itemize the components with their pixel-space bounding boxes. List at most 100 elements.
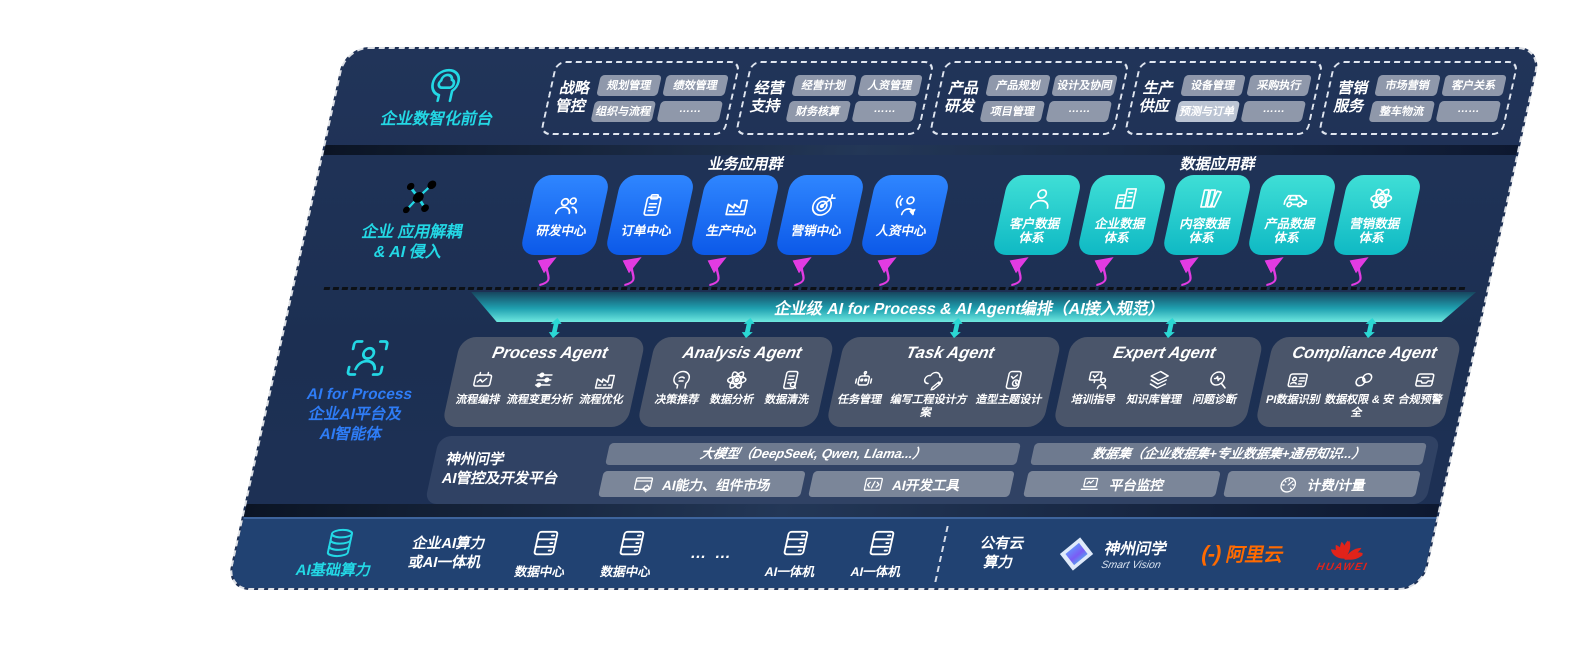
business-group-title: 业务应用群 bbox=[706, 156, 786, 173]
app-box-label: 营销中心 bbox=[790, 223, 844, 238]
updown-arrow-icon bbox=[1363, 317, 1377, 339]
data-box-product: 产品数据体系 bbox=[1246, 175, 1338, 255]
data-box-label: 客户数据体系 bbox=[1008, 216, 1062, 245]
app-layer-row: 企业 应用解耦 & AI 侵入 业务应用群 研发中心 bbox=[294, 155, 1516, 287]
main-panel: 企业数智化前台 战略管控 规划管理 绩效管理 组织与流程 …… 经营支持 经营计… bbox=[225, 47, 1542, 590]
module-pill: …… bbox=[656, 100, 723, 122]
app-box-label: 订单中心 bbox=[620, 223, 674, 238]
people-icon bbox=[551, 192, 584, 219]
window-code-icon bbox=[860, 474, 886, 495]
module-pill: 产品规划 bbox=[985, 74, 1052, 96]
app-box-col: 产品数据体系 bbox=[1239, 175, 1338, 286]
ellipsis-dots: … … bbox=[688, 544, 736, 562]
agent-item: 合规预警 bbox=[1397, 368, 1449, 407]
target-icon bbox=[806, 192, 839, 219]
data-box-label: 内容数据体系 bbox=[1178, 216, 1232, 245]
floor-edge-2 bbox=[243, 504, 1440, 518]
expert-agent-card: Expert Agent 培训指导 知识库管理 问题诊断 bbox=[1052, 317, 1264, 428]
decision-head-icon bbox=[667, 368, 696, 392]
ai-for-process-label: AI for Process bbox=[305, 386, 415, 403]
platform-brand: 神州问学 bbox=[444, 452, 506, 469]
magenta-arrow bbox=[537, 257, 557, 286]
group-title: 经营支持 bbox=[748, 80, 787, 115]
molecule-icon bbox=[395, 179, 444, 219]
books-icon bbox=[1194, 185, 1227, 212]
app-box-col: 订单中心 bbox=[597, 175, 696, 286]
analysis-agent-card: Analysis Agent 决策推荐 数据分析 数据清洗 bbox=[636, 317, 836, 428]
huawei-petals-icon bbox=[1330, 540, 1363, 560]
data-box-label: 营销数据体系 bbox=[1348, 216, 1402, 245]
app-box-col: 生产中心 bbox=[682, 175, 781, 286]
app-box-hr: 人资中心 bbox=[859, 175, 951, 255]
agent-item: 流程优化 bbox=[578, 368, 630, 407]
app-box-label: 生产中心 bbox=[705, 223, 759, 238]
agent-title: Compliance Agent bbox=[1290, 344, 1439, 362]
front-office-row: 企业数智化前台 战略管控 规划管理 绩效管理 组织与流程 …… 经营支持 经营计… bbox=[325, 49, 1539, 145]
corp-compute-label: 企业AI算力 或AI一体机 bbox=[406, 535, 487, 571]
aliyun-logo: (-) 阿里云 bbox=[1199, 540, 1286, 567]
front-office-title: 企业数智化前台 bbox=[379, 111, 495, 128]
app-box-label: 研发中心 bbox=[535, 223, 589, 238]
app-layer-label-zone: 企业 应用解耦 & AI 侵入 bbox=[294, 155, 535, 287]
laptop-chart-icon bbox=[1078, 474, 1104, 495]
server-item: AI一体机 bbox=[849, 528, 910, 580]
app-box-marketing: 营销中心 bbox=[774, 175, 866, 255]
atom-icon bbox=[1364, 185, 1397, 212]
flow-monitor-icon bbox=[468, 368, 497, 392]
module-pill: 市场营销 bbox=[1374, 74, 1441, 96]
app-box-col: 营销中心 bbox=[767, 175, 866, 286]
billing-pill: 计费/计量 bbox=[1223, 471, 1421, 498]
agent-item: 决策推荐 bbox=[654, 368, 706, 407]
ai-platform-label-cn1: 企业AI平台及 bbox=[306, 406, 404, 424]
agent-item: 数据分析 bbox=[708, 368, 760, 407]
module-pill: …… bbox=[851, 100, 918, 122]
dev-platform-panel: 神州问学 AI管控及开发平台 大模型（DeepSeek, Qwen, Llama… bbox=[424, 436, 1441, 505]
atom-icon bbox=[722, 368, 751, 392]
module-pill: 财务核算 bbox=[785, 100, 852, 122]
app-box-col: 营销数据体系 bbox=[1324, 175, 1423, 286]
agent-title: Task Agent bbox=[904, 344, 997, 362]
process-agent-card: Process Agent 流程编排 流程变更分析 流程优化 bbox=[441, 317, 647, 428]
ai-capability-pill: AI能力、组件市场 bbox=[597, 471, 806, 498]
agent-cards: Process Agent 流程编排 流程变更分析 流程优化 Analysis … bbox=[441, 317, 1476, 428]
updown-arrow-icon bbox=[741, 317, 755, 339]
compliance-agent-card: Compliance Agent PI数据识别 数据权限 & 安全 合规预警 bbox=[1254, 317, 1463, 428]
magenta-arrow bbox=[1094, 257, 1114, 286]
server-item: 数据中心 bbox=[513, 528, 574, 580]
agent-title: Expert Agent bbox=[1111, 344, 1218, 362]
updown-arrow-icon bbox=[949, 317, 963, 339]
magenta-arrow bbox=[1179, 257, 1199, 286]
infra-label-zone: AI基础算力 bbox=[294, 527, 381, 581]
app-box-label: 人资中心 bbox=[875, 223, 929, 238]
group-supply: 生产供应 设备管理 采购执行 预测与订单 …… bbox=[1123, 61, 1325, 135]
floor-edge-1 bbox=[323, 145, 1519, 155]
module-pill: 采购执行 bbox=[1246, 74, 1313, 96]
agent-item: 任务管理 bbox=[836, 368, 888, 407]
agent-item: 流程变更分析 bbox=[505, 368, 579, 407]
ai-orchestration-band: 企业级 AI for Process & AI Agent编排（AI接入规范） bbox=[465, 292, 1477, 322]
smartvision-logo: 神州问学 Smart Vision bbox=[1054, 535, 1170, 573]
person-icon bbox=[1024, 185, 1057, 212]
server-icon bbox=[528, 528, 565, 558]
diamond-logo-icon bbox=[1060, 537, 1094, 571]
group-marketing: 营销服务 市场营销 客户关系 整车物流 …… bbox=[1318, 61, 1519, 135]
front-office-groups: 战略管控 规划管理 绩效管理 组织与流程 …… 经营支持 经营计划 人资管理 财… bbox=[537, 49, 1539, 145]
data-app-group: 数据应用群 客户数据体系 企业数据体系 bbox=[984, 155, 1427, 287]
agent-item: 问题诊断 bbox=[1191, 368, 1243, 407]
agent-item: 造型主题设计 bbox=[975, 368, 1049, 407]
diagnose-icon bbox=[1205, 368, 1234, 392]
updown-arrow-icon bbox=[1163, 317, 1177, 339]
training-icon bbox=[1083, 368, 1112, 392]
agent-title: Analysis Agent bbox=[680, 344, 804, 362]
hr-person-icon bbox=[891, 192, 924, 219]
updown-arrow-icon bbox=[549, 317, 563, 339]
data-box-label: 产品数据体系 bbox=[1263, 216, 1317, 245]
magenta-arrow bbox=[1349, 257, 1369, 286]
agent-item: 数据权限 & 安全 bbox=[1320, 368, 1401, 419]
group-title: 产品研发 bbox=[943, 80, 981, 115]
module-pill: 设备管理 bbox=[1180, 74, 1247, 96]
agent-title: Process Agent bbox=[490, 344, 610, 362]
window-gear-icon bbox=[630, 474, 656, 495]
sliders-icon bbox=[530, 368, 559, 392]
agent-item: PI数据识别 bbox=[1265, 368, 1328, 407]
